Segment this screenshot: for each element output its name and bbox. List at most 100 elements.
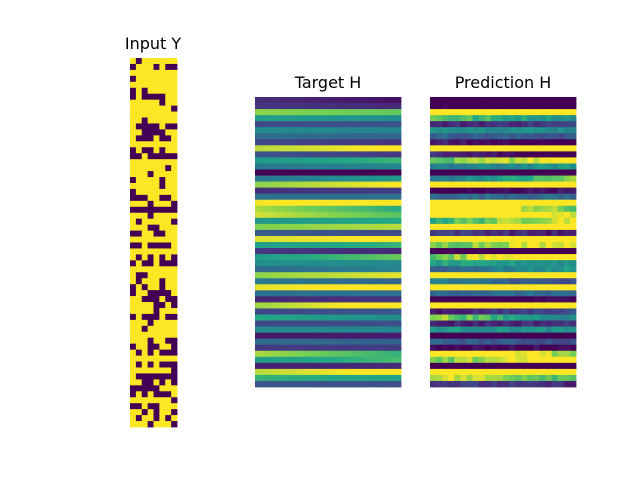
- heatmap-cell: [153, 349, 160, 356]
- heatmap-cell: [460, 314, 467, 321]
- heatmap-cell: [436, 133, 443, 140]
- heatmap-cell: [153, 111, 160, 118]
- heatmap-cell: [515, 302, 522, 309]
- heatmap-cell: [533, 229, 540, 237]
- heatmap-cell: [509, 217, 516, 225]
- heatmap-cell: [490, 109, 498, 116]
- heatmap-cell: [430, 205, 437, 213]
- heatmap-cell: [533, 278, 540, 285]
- heatmap-cell: [527, 302, 534, 309]
- heatmap-cell: [255, 272, 262, 279]
- heatmap-cell: [394, 326, 402, 334]
- heatmap-cell: [279, 175, 286, 182]
- heatmap-cell: [388, 97, 396, 104]
- heatmap-cell: [321, 302, 329, 309]
- heatmap-cell: [340, 278, 347, 285]
- heatmap-cell: [569, 187, 577, 195]
- heatmap-cell: [394, 254, 402, 261]
- heatmap-cell: [130, 75, 137, 83]
- heatmap-cell: [135, 248, 143, 255]
- heatmap-cell: [496, 211, 504, 219]
- heatmap-cell: [159, 188, 166, 196]
- heatmap-cell: [370, 175, 378, 182]
- heatmap-cell: [141, 373, 149, 380]
- heatmap-cell: [255, 163, 262, 170]
- heatmap-cell: [340, 103, 347, 110]
- heatmap-cell: [165, 171, 172, 178]
- heatmap-cell: [130, 373, 137, 380]
- heatmap-cell: [153, 319, 160, 327]
- heatmap-cell: [388, 151, 396, 158]
- heatmap-cell: [454, 217, 461, 225]
- heatmap-cell: [376, 97, 384, 104]
- heatmap-cell: [130, 331, 137, 339]
- heatmap-cell: [165, 200, 172, 208]
- heatmap-cell: [509, 145, 516, 152]
- heatmap-cell: [509, 205, 516, 213]
- heatmap-cell: [533, 302, 540, 309]
- heatmap-cell: [454, 344, 461, 352]
- heatmap-cell: [539, 326, 546, 334]
- heatmap-cell: [279, 290, 286, 297]
- heatmap-cell: [303, 151, 311, 158]
- heatmap-cell: [545, 127, 553, 134]
- heatmap-cell: [279, 362, 286, 370]
- heatmap-cell: [466, 121, 473, 128]
- heatmap-cell: [285, 326, 292, 334]
- heatmap-cell: [303, 248, 311, 255]
- heatmap-cell: [153, 254, 160, 261]
- heatmap-cell: [153, 105, 160, 112]
- heatmap-cell: [273, 362, 280, 370]
- heatmap-cell: [358, 229, 365, 237]
- heatmap-cell: [472, 314, 480, 321]
- heatmap-cell: [509, 97, 516, 104]
- heatmap-cell: [569, 338, 577, 346]
- heatmap-cell: [490, 272, 498, 279]
- heatmap-cell: [279, 163, 286, 170]
- heatmap-cell: [394, 211, 402, 219]
- heatmap-cell: [496, 175, 504, 182]
- heatmap-cell: [442, 229, 449, 237]
- heatmap-cell: [454, 260, 461, 267]
- heatmap-cell: [309, 272, 317, 279]
- heatmap-cell: [484, 302, 492, 309]
- heatmap-cell: [352, 380, 359, 388]
- heatmap-cell: [135, 212, 143, 220]
- heatmap-cell: [478, 103, 486, 110]
- heatmap-cell: [370, 350, 378, 358]
- heatmap-cell: [539, 121, 546, 128]
- heatmap-cell: [273, 199, 280, 207]
- heatmap-cell: [147, 313, 154, 321]
- heatmap-cell: [165, 325, 172, 333]
- heatmap-cell: [454, 193, 461, 201]
- heatmap-cell: [527, 115, 534, 122]
- heatmap-cell: [279, 151, 286, 158]
- heatmap-cell: [159, 278, 166, 285]
- heatmap-cell: [273, 127, 280, 134]
- heatmap-cell: [141, 230, 149, 237]
- heatmap-cell: [153, 337, 160, 345]
- heatmap-cell: [303, 211, 311, 219]
- heatmap-cell: [442, 235, 449, 243]
- heatmap-cell: [153, 403, 160, 410]
- heatmap-cell: [376, 362, 384, 370]
- heatmap-cell: [545, 254, 553, 261]
- heatmap-cell: [496, 344, 504, 352]
- heatmap-cell: [334, 368, 341, 376]
- heatmap-cell: [303, 187, 311, 195]
- heatmap-cell: [484, 242, 492, 249]
- heatmap-cell: [364, 326, 371, 334]
- heatmap-cell: [448, 308, 455, 315]
- heatmap-cell: [291, 278, 298, 285]
- heatmap-cell: [376, 235, 384, 243]
- heatmap-cell: [291, 344, 298, 352]
- heatmap-cell: [370, 169, 378, 176]
- heatmap-cell: [340, 199, 347, 207]
- heatmap-cell: [533, 193, 540, 201]
- heatmap-cell: [153, 87, 160, 95]
- heatmap-cell: [303, 223, 311, 231]
- heatmap-cell: [309, 344, 317, 352]
- heatmap-cell: [364, 193, 371, 201]
- heatmap-cell: [328, 139, 335, 146]
- heatmap-cell: [551, 151, 559, 158]
